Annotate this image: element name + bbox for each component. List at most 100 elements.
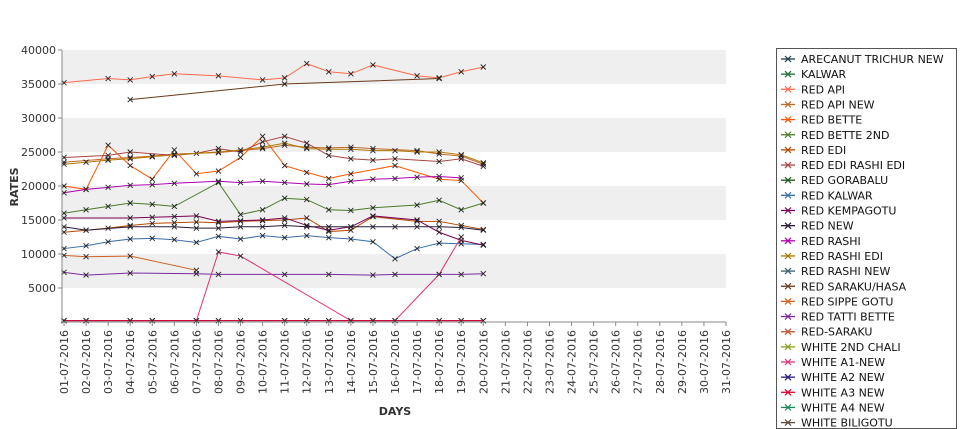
data-point	[303, 169, 310, 176]
y-tick-label: 20000	[21, 180, 56, 193]
data-point	[259, 77, 266, 83]
x-tick-label: 14-07-2016	[345, 330, 358, 394]
data-point	[171, 70, 178, 77]
legend-label: RED-SARAKU	[801, 326, 872, 339]
data-point	[436, 218, 442, 225]
data-point	[127, 182, 134, 189]
legend-label: WHITE 2ND CHALI	[801, 341, 901, 354]
grid-band	[62, 254, 726, 288]
legend-item: RED NEW	[781, 220, 854, 233]
legend-label: RED GORABALU	[801, 174, 888, 187]
data-point	[436, 229, 442, 236]
grid-band	[62, 84, 726, 118]
legend-label: WHITE A3 NEW	[801, 386, 885, 399]
legend-item: WHITE A3 NEW	[781, 386, 885, 399]
y-tick-label: 30000	[21, 112, 56, 125]
legend-label: RED KALWAR	[801, 189, 873, 202]
legend-marker	[784, 282, 792, 290]
x-tick-label: 05-07-2016	[146, 330, 159, 394]
data-point	[171, 213, 178, 220]
data-point	[436, 197, 442, 204]
data-point	[370, 238, 376, 245]
series-7	[61, 133, 487, 170]
grid-band	[62, 220, 726, 254]
x-ticks: 01-07-2016 02-07-2016 03-07-2016 04-07-2016…	[58, 322, 733, 394]
data-point	[215, 149, 222, 155]
data-point	[83, 272, 89, 278]
data-point	[348, 170, 354, 177]
data-point	[436, 173, 442, 180]
legend-marker	[784, 161, 792, 169]
legend-marker	[784, 388, 792, 396]
data-point	[392, 223, 398, 230]
data-point	[458, 271, 465, 278]
grid-band	[62, 288, 726, 322]
legend-marker	[784, 419, 792, 427]
data-point	[370, 213, 376, 220]
grid-band	[62, 152, 726, 186]
legend-marker	[784, 297, 792, 305]
data-point	[105, 157, 111, 163]
data-point	[105, 184, 111, 191]
data-point	[370, 223, 376, 230]
data-point	[237, 218, 244, 225]
data-point	[127, 215, 134, 221]
legend-label: RED BETTE	[801, 114, 862, 127]
data-point	[325, 181, 332, 188]
data-point	[259, 133, 266, 140]
legend-item: RED BETTE 2ND	[781, 129, 889, 142]
y-tick-label: 5000	[28, 282, 56, 295]
series-line	[63, 224, 484, 231]
legend-marker	[784, 373, 792, 381]
x-tick-label: 24-07-2016	[566, 330, 579, 394]
data-point	[83, 186, 89, 193]
legend-item: WHITE BILIGOTU	[781, 417, 893, 429]
legend-label: RED TATTI BETTE	[801, 311, 895, 324]
legend-marker	[784, 85, 792, 93]
legend-item: RED RASHI	[781, 235, 861, 248]
data-point	[370, 157, 376, 163]
data-point	[303, 215, 310, 221]
data-point	[436, 75, 442, 81]
data-point	[127, 77, 134, 83]
data-point	[480, 64, 487, 70]
data-point	[303, 140, 310, 146]
legend-item: RED EDI	[781, 144, 846, 157]
legend-marker	[784, 313, 792, 320]
data-point	[215, 149, 222, 156]
data-point	[259, 223, 266, 230]
data-point	[171, 203, 178, 210]
data-point	[237, 217, 244, 224]
x-tick-label: 31-07-2016	[720, 330, 733, 394]
data-point	[458, 68, 465, 75]
data-point	[303, 223, 310, 230]
data-point	[281, 179, 288, 186]
data-point	[303, 181, 310, 187]
data-point	[325, 68, 332, 75]
legend-marker	[784, 267, 792, 275]
data-point	[303, 196, 310, 203]
x-tick-label: 27-07-2016	[632, 330, 645, 394]
data-point	[348, 178, 354, 185]
data-point	[458, 151, 465, 158]
data-point	[480, 200, 487, 206]
legend-label: WHITE BILIGOTU	[801, 417, 893, 429]
legend-marker	[784, 101, 792, 108]
series-15	[127, 75, 442, 103]
legend-label: RED BETTE 2ND	[801, 129, 889, 142]
data-point	[370, 62, 376, 68]
data-point	[127, 236, 134, 242]
data-point	[127, 253, 134, 259]
data-point	[171, 236, 178, 243]
legend-marker	[784, 404, 792, 411]
data-point	[259, 217, 266, 224]
legend-marker	[784, 131, 792, 139]
grid-band	[62, 118, 726, 152]
data-point	[281, 140, 288, 146]
x-tick-label: 29-07-2016	[676, 330, 689, 394]
data-point	[414, 149, 420, 155]
data-point	[193, 219, 200, 225]
x-tick-label: 07-07-2016	[190, 330, 203, 394]
data-point	[436, 223, 442, 230]
data-point	[281, 222, 288, 229]
